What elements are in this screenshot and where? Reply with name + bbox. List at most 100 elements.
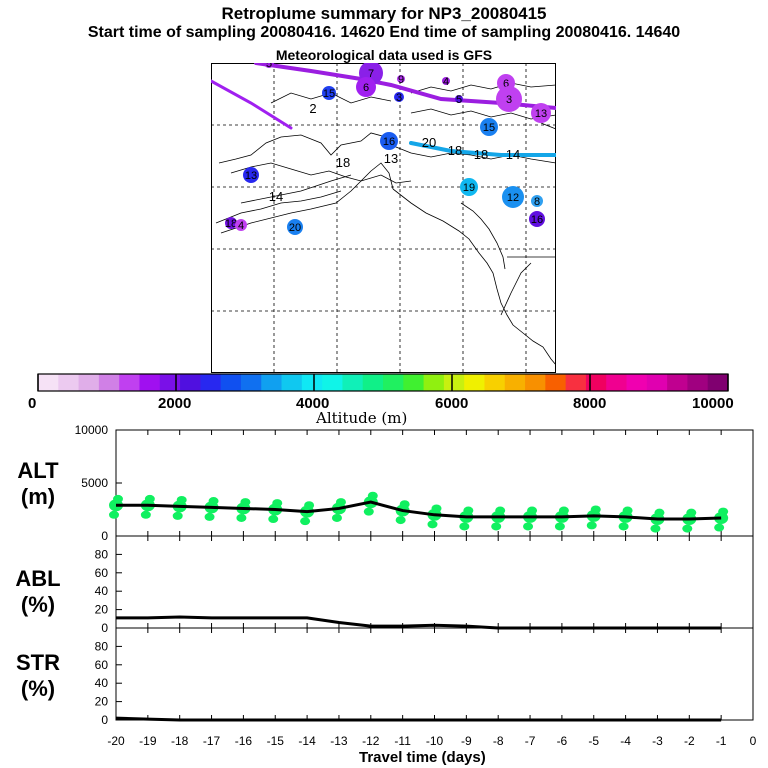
x-tick-label: -14	[298, 734, 316, 748]
x-tick-label: -12	[362, 734, 380, 748]
point-label: 8	[534, 196, 540, 208]
point-label: 20	[289, 222, 301, 234]
colorbar-swatch	[342, 374, 364, 391]
colorbar-swatch	[119, 374, 140, 391]
point-label: 3	[506, 94, 512, 106]
met-data-note: Meteorological data used is GFS	[275, 47, 493, 63]
trajectory-point: 20	[422, 135, 436, 150]
trajectory-point: 18	[474, 147, 488, 162]
colorbar-swatch	[240, 374, 262, 391]
trajectory-point: 15	[480, 118, 498, 136]
alt-scatter-point	[682, 524, 693, 533]
colorbar-tick-6000: 6000	[435, 395, 469, 412]
trajectory-point: 20	[287, 219, 303, 235]
point-label: 20	[422, 135, 436, 150]
point-label: 19	[463, 182, 475, 194]
trajectory-point: 15	[322, 86, 336, 100]
alt-scatter-point	[367, 491, 378, 500]
colorbar-swatch	[464, 374, 485, 391]
abl-frame	[115, 535, 754, 629]
colorbar-swatch	[403, 374, 425, 391]
chart-title: Retroplume summary for NP3_20080415	[221, 4, 547, 23]
alt-scatter-point	[300, 517, 311, 526]
x-tick-label: -18	[171, 734, 189, 748]
point-label: 13	[384, 151, 398, 166]
alt-scatter-point	[718, 507, 729, 516]
trajectory-point: 16	[380, 132, 398, 150]
alt-scatter-point	[268, 515, 279, 524]
point-label: 14	[269, 189, 283, 204]
alt-scatter-point	[558, 506, 569, 515]
alt-scatter-point	[331, 513, 342, 522]
trajectory-point: 4	[442, 76, 450, 88]
trajectory-point: 9	[397, 74, 405, 86]
trajectory-point: 12	[502, 186, 524, 208]
alt-scatter-point	[176, 495, 187, 504]
colorbar-swatch	[626, 374, 648, 391]
x-tick-label: -5	[588, 734, 599, 748]
point-label: 18	[448, 143, 462, 158]
y-tick-label: 5000	[81, 476, 108, 490]
alt-scatter-point	[204, 512, 215, 521]
colorbar-swatch	[322, 374, 343, 391]
trajectory-point: 5	[264, 63, 274, 70]
colorbar-swatch	[585, 374, 607, 391]
retroplume-map: 5 7 9 4 6 15 6 3 5 3 13 15 16 20 18 18 14 13 19 12 8 16 13 14 18…	[211, 63, 556, 373]
point-label: 18	[225, 218, 237, 230]
y-tick-label: 80	[95, 639, 109, 653]
alt-scatter-point	[714, 523, 725, 532]
colorbar-swatch	[525, 374, 546, 391]
colorbar-tick-10000: 10000	[692, 395, 734, 412]
trajectory-point: 13	[384, 151, 398, 166]
alt-scatter-point	[618, 522, 629, 531]
alt-scatter-point	[109, 510, 119, 519]
point-label: 5	[456, 94, 462, 106]
point-label: 5	[266, 63, 272, 70]
x-tick-label: -2	[684, 734, 695, 748]
alt-scatter-point	[431, 504, 442, 513]
trajectory-point: 13	[531, 103, 551, 123]
trajectory-point: 18	[448, 143, 462, 158]
alt-scatter-point	[622, 506, 633, 515]
alt-scatter-point	[140, 510, 151, 519]
altitude-colorbar	[37, 373, 729, 392]
trajectory-point: 14	[269, 189, 283, 204]
x-tick-label: -13	[330, 734, 348, 748]
trajectory-point: 19	[460, 178, 478, 196]
point-label: 9	[398, 74, 404, 86]
alt-scatter-point	[395, 516, 406, 525]
alt-scatter-point	[363, 507, 374, 516]
x-tick-label: -19	[139, 734, 157, 748]
colorbar-swatch	[545, 374, 567, 391]
point-label: 12	[507, 192, 519, 204]
y-tick-label: 80	[95, 547, 109, 561]
x-tick-label: -16	[235, 734, 253, 748]
alt-scatter-point	[172, 511, 183, 520]
point-label: 6	[503, 78, 509, 90]
colorbar-tick-4000: 4000	[296, 395, 330, 412]
trajectory-cyan	[409, 141, 556, 157]
alt-scatter-point	[208, 497, 219, 506]
alt-scatter-point	[495, 506, 506, 515]
colorbar-swatch	[301, 374, 323, 391]
point-label: 15	[323, 88, 335, 100]
point-label: 13	[245, 170, 257, 182]
point-label: 15	[483, 122, 495, 134]
alt-scatter-point	[491, 522, 502, 531]
point-label: 16	[383, 136, 395, 148]
colorbar-swatch	[281, 374, 303, 391]
y-tick-label: 0	[101, 621, 108, 635]
colorbar-swatch	[98, 374, 120, 391]
colorbar-axis-label: Altitude (m)	[316, 409, 408, 427]
alt-scatter-point	[236, 513, 247, 522]
alt-scatter-point	[240, 498, 251, 507]
colorbar-swatch	[220, 374, 242, 391]
x-tick-label: -15	[267, 734, 285, 748]
trajectory-point: 13	[243, 167, 259, 183]
y-tick-label: 40	[95, 676, 109, 690]
alt-scatter-point	[554, 522, 565, 531]
str-frame	[115, 627, 754, 721]
colorbar-swatch	[707, 374, 729, 391]
x-axis-label: Travel time (days)	[359, 749, 486, 766]
coastlines	[215, 82, 556, 366]
